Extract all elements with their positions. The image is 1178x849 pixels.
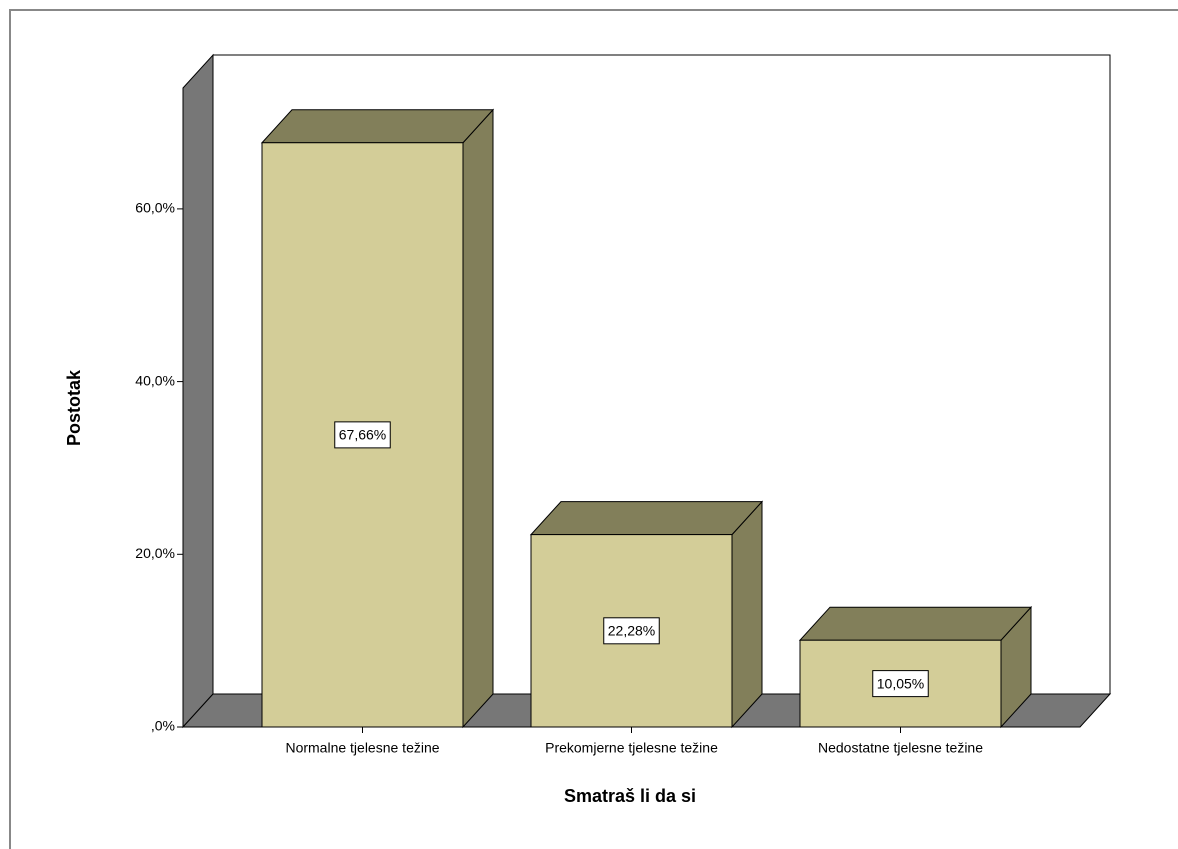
- y-tick-label: ,0%: [151, 718, 175, 734]
- bar-side: [731, 500, 763, 729]
- x-tick-label: Nedostatne tjelesne težine: [818, 740, 983, 756]
- bar-top: [529, 501, 764, 536]
- bar: [529, 500, 764, 729]
- frame: [9, 9, 1178, 849]
- x-axis-label: Smatraš li da si: [564, 786, 696, 806]
- y-axis-label: Postotak: [64, 369, 84, 446]
- x-tick-label: Prekomjerne tjelesne težine: [545, 740, 718, 756]
- value-label-box: [603, 617, 660, 645]
- value-label: 67,66%: [339, 427, 386, 443]
- bar-top: [260, 109, 495, 144]
- bar: [798, 605, 1033, 729]
- value-label: 22,28%: [608, 623, 655, 639]
- y-tick-label: 20,0%: [135, 545, 175, 561]
- value-label-box: [334, 421, 391, 449]
- value-label-box: [872, 670, 929, 698]
- y-tick-label: 60,0%: [135, 200, 175, 216]
- y-tick-label: 40,0%: [135, 372, 175, 388]
- left-wall: [182, 53, 214, 729]
- x-tick-label: Normalne tjelesne težine: [285, 740, 439, 756]
- value-label: 10,05%: [877, 675, 924, 691]
- bar-top: [798, 606, 1033, 641]
- bar-side: [462, 108, 494, 729]
- bar: [260, 108, 495, 729]
